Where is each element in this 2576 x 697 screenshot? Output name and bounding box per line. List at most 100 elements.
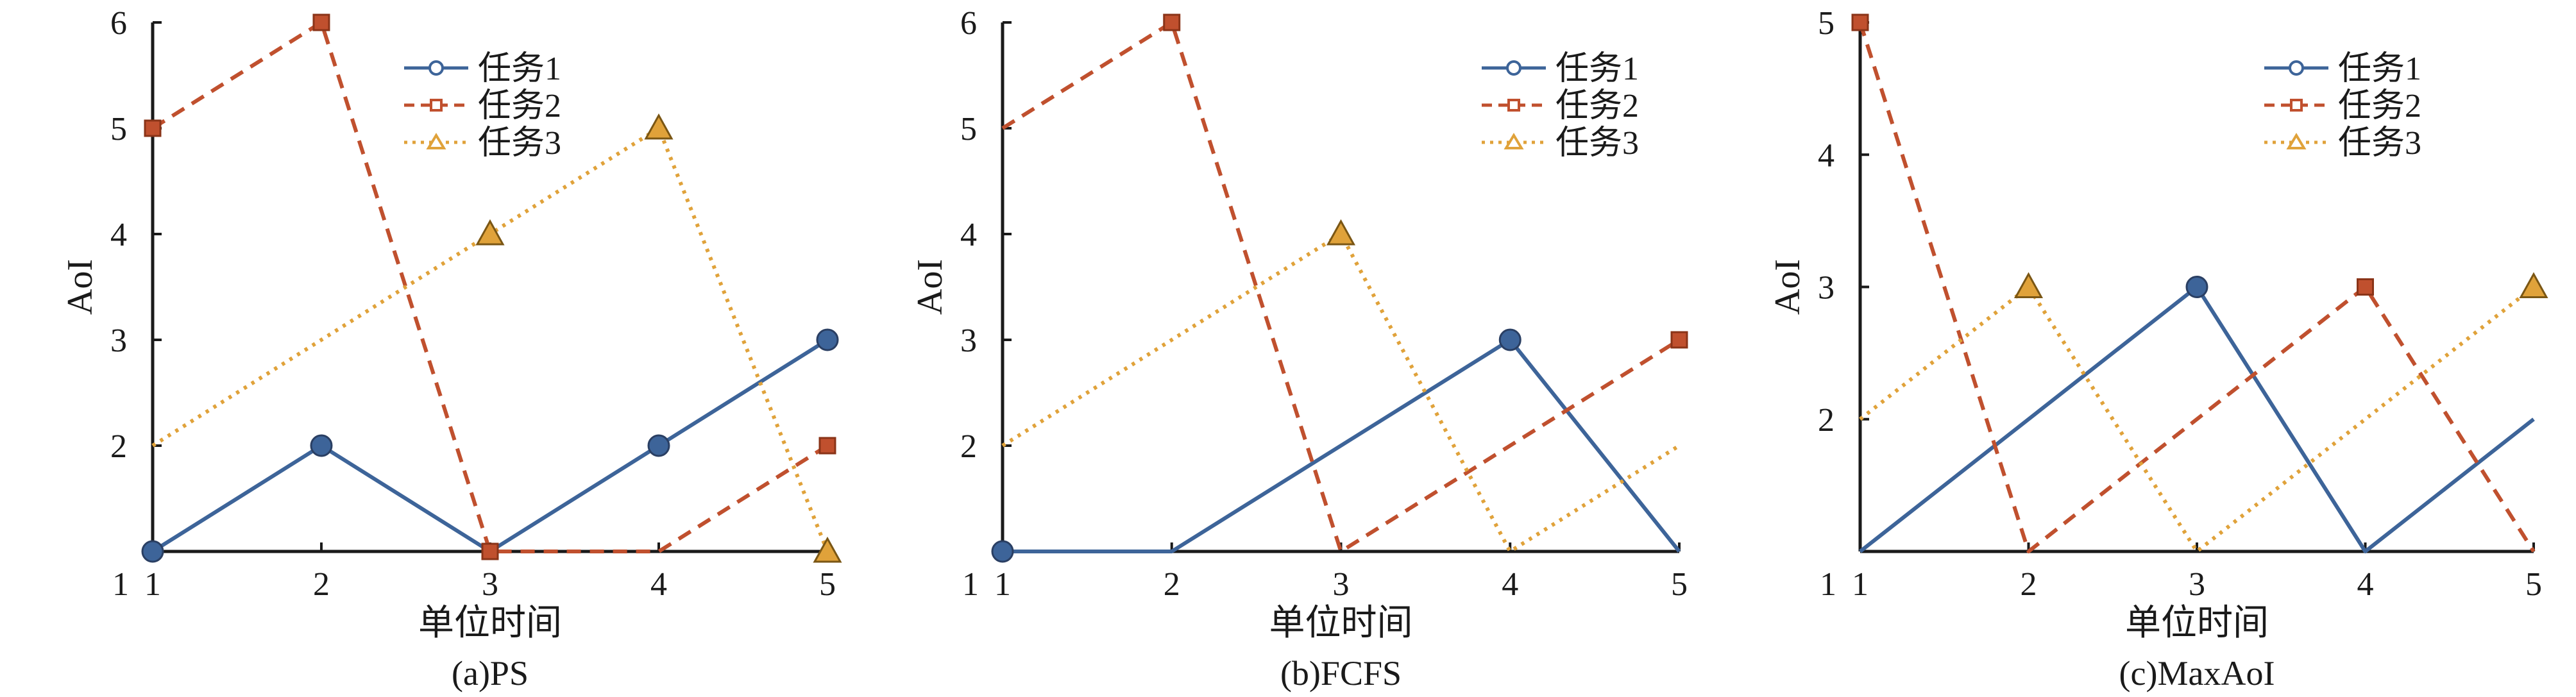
x-tick-label: 2 [2021,566,2037,603]
data-point-marker [2519,272,2548,298]
legend-marker [1504,133,1524,149]
panel-caption: (b)FCFS [1280,654,1402,693]
legend-marker [426,133,446,149]
data-point-marker [647,434,670,457]
x-tick-label: 4 [650,566,667,603]
series-2 [1001,13,1688,553]
data-point-marker [2013,272,2044,298]
y-tick-label: 4 [960,217,977,253]
data-point-marker [144,119,162,137]
y-tick-label: 5 [960,111,977,147]
data-point-marker [813,536,842,563]
x-tick-label: 5 [1671,566,1688,603]
x-tick-label: 3 [482,566,498,603]
data-point-marker [310,434,333,457]
data-point-marker [141,540,164,563]
y-tick-label: 2 [960,428,977,465]
data-point-marker [481,542,499,560]
y-tick-label: 2 [1818,402,1835,439]
series-line [151,338,829,553]
y-axis-title: AoI [910,259,950,315]
x-tick-label: 5 [819,566,836,603]
data-point-marker [1851,13,1869,31]
x-axis-title: 单位时间 [1269,603,1413,643]
legend-marker [428,60,444,76]
data-point-marker [644,113,674,140]
y-tick-label: 2 [110,428,127,465]
series-1 [991,328,1681,563]
legend-label: 任务1 [478,51,561,87]
y-tick-label: 6 [110,5,127,42]
x-tick-label: 3 [2189,566,2205,603]
x-tick-label: 4 [1502,566,1518,603]
y-tick-label: 1 [112,566,129,603]
legend-label: 任务3 [2338,125,2421,162]
panel-caption: (a)PS [452,654,529,693]
y-axis-title: AoI [60,259,100,315]
series-1 [1859,276,2535,553]
series-line [1001,232,1681,553]
data-point-marker [2357,278,2374,296]
legend-marker [2286,133,2307,149]
data-point-marker [1498,328,1521,351]
y-tick-label: 4 [110,217,127,253]
y-axis-title: AoI [1768,259,1808,315]
data-point-marker [1326,219,1356,246]
y-tick-label: 1 [962,566,979,603]
x-tick-label: 2 [1164,566,1180,603]
legend-label: 任务1 [2338,51,2421,87]
y-tick-label: 3 [1818,270,1835,307]
data-point-marker [1163,13,1181,31]
series-3 [151,113,842,563]
x-tick-label: 1 [1852,566,1868,603]
series-line [151,126,829,553]
legend-label: 任务2 [478,88,561,124]
x-tick-label: 5 [2525,566,2542,603]
series-3 [1859,272,2548,553]
series-2 [144,13,836,560]
y-tick-label: 5 [1818,5,1835,42]
data-point-marker [312,13,330,31]
series-1 [141,328,839,563]
series-line [1001,21,1681,553]
legend-label: 任务1 [1555,51,1639,87]
y-tick-label: 3 [960,323,977,359]
x-tick-label: 3 [1333,566,1350,603]
data-point-marker [991,540,1014,563]
panel-caption: (c)MaxAoI [2119,654,2275,693]
x-axis-title: 单位时间 [2125,603,2269,643]
data-point-marker [2185,276,2208,298]
series-line [1859,285,2535,553]
y-tick-label: 4 [1818,137,1835,174]
y-tick-label: 1 [1820,566,1836,603]
y-tick-label: 3 [110,323,127,359]
y-tick-label: 5 [110,111,127,147]
x-tick-label: 1 [994,566,1011,603]
series-line [1003,338,1681,553]
x-axis-title: 单位时间 [418,603,562,643]
legend-label: 任务3 [1555,125,1639,162]
x-tick-label: 4 [2357,566,2374,603]
y-tick-label: 6 [960,5,977,42]
data-point-marker [475,219,505,246]
series-line [1858,22,2536,553]
x-tick-label: 2 [313,566,330,603]
data-point-marker [816,328,839,351]
legend-marker [2290,99,2303,112]
series-2 [1851,13,2536,553]
legend-marker [1507,99,1520,112]
series-line [1859,285,2535,553]
legend-label: 任务2 [1555,88,1639,124]
legend-label: 任务2 [2338,88,2421,124]
series-3 [1001,219,1681,553]
legend-marker [1506,60,1521,76]
x-tick-label: 1 [144,566,161,603]
data-point-marker [818,437,836,455]
